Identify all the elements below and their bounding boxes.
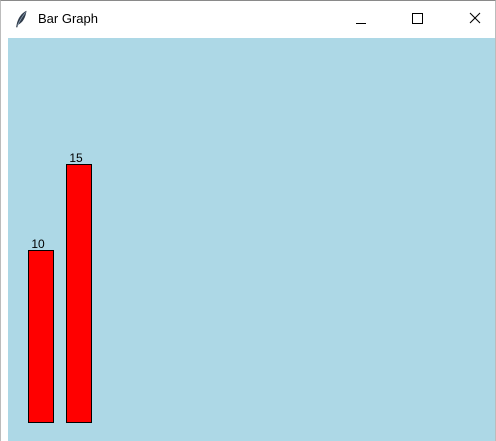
- bar-value-label-1: 15: [69, 151, 83, 165]
- bar-chart: 10 15: [28, 151, 92, 423]
- close-icon: [469, 12, 481, 24]
- maximize-icon: [412, 13, 423, 24]
- title-bar[interactable]: Bar Graph: [1, 1, 495, 38]
- minimize-icon: [356, 23, 366, 24]
- close-button[interactable]: [452, 1, 496, 38]
- minimize-button[interactable]: [338, 1, 384, 38]
- maximize-button[interactable]: [394, 1, 440, 38]
- bar-value-label-0: 10: [31, 237, 45, 251]
- bar-1: [66, 164, 92, 423]
- window-title: Bar Graph: [38, 11, 98, 26]
- bar-chart-canvas: 10 15: [8, 38, 495, 441]
- bar-0: [28, 250, 54, 423]
- feather-icon: [14, 10, 28, 28]
